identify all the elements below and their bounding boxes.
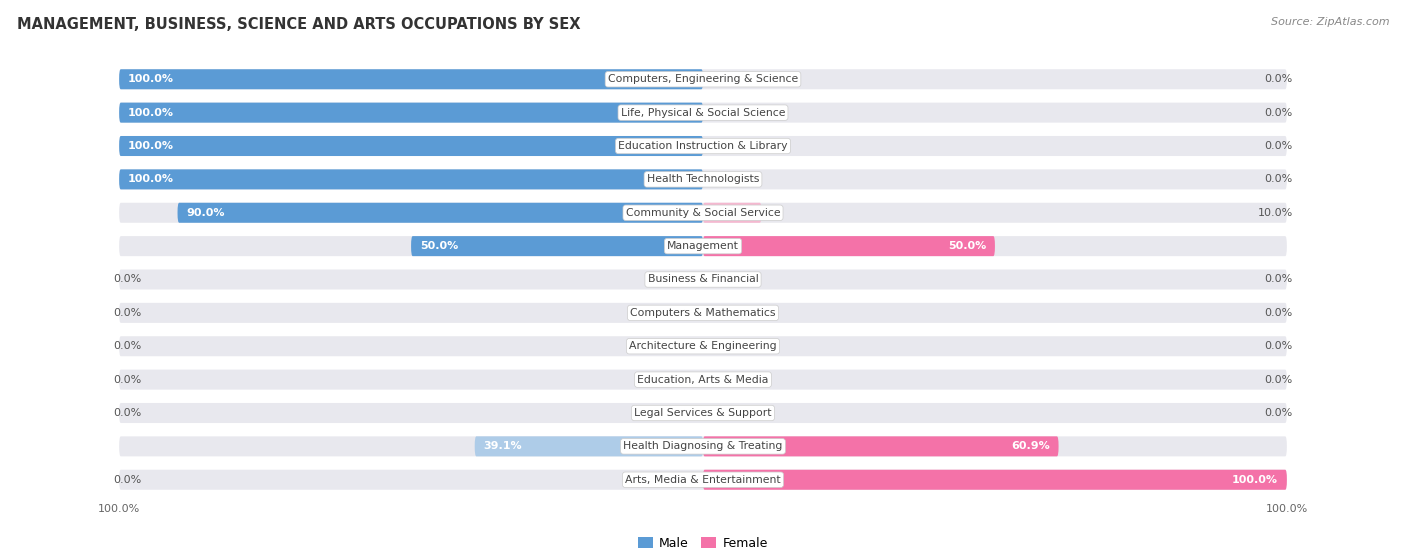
Text: Life, Physical & Social Science: Life, Physical & Social Science: [621, 108, 785, 117]
Text: 0.0%: 0.0%: [114, 408, 142, 418]
FancyBboxPatch shape: [120, 437, 1286, 456]
Text: 0.0%: 0.0%: [1264, 274, 1292, 285]
FancyBboxPatch shape: [120, 236, 1286, 256]
FancyBboxPatch shape: [703, 437, 1059, 456]
Text: 0.0%: 0.0%: [1264, 74, 1292, 84]
Text: Source: ZipAtlas.com: Source: ZipAtlas.com: [1271, 17, 1389, 27]
Text: Health Diagnosing & Treating: Health Diagnosing & Treating: [623, 442, 783, 451]
FancyBboxPatch shape: [703, 203, 762, 223]
Text: 0.0%: 0.0%: [114, 341, 142, 351]
FancyBboxPatch shape: [120, 269, 1286, 290]
Text: 50.0%: 50.0%: [420, 241, 458, 251]
FancyBboxPatch shape: [120, 369, 1286, 390]
Text: 0.0%: 0.0%: [1264, 141, 1292, 151]
Text: 0.0%: 0.0%: [114, 375, 142, 385]
Text: 0.0%: 0.0%: [1264, 108, 1292, 117]
Text: 0.0%: 0.0%: [1264, 375, 1292, 385]
Text: Arts, Media & Entertainment: Arts, Media & Entertainment: [626, 475, 780, 485]
Text: Community & Social Service: Community & Social Service: [626, 208, 780, 218]
Text: Computers, Engineering & Science: Computers, Engineering & Science: [607, 74, 799, 84]
Text: 50.0%: 50.0%: [948, 241, 986, 251]
FancyBboxPatch shape: [120, 203, 1286, 223]
FancyBboxPatch shape: [411, 236, 703, 256]
Text: 0.0%: 0.0%: [1264, 341, 1292, 351]
Text: Legal Services & Support: Legal Services & Support: [634, 408, 772, 418]
Text: Business & Financial: Business & Financial: [648, 274, 758, 285]
Text: 100.0%: 100.0%: [128, 74, 174, 84]
Text: 0.0%: 0.0%: [114, 308, 142, 318]
FancyBboxPatch shape: [120, 103, 703, 122]
FancyBboxPatch shape: [120, 136, 1286, 156]
Text: 60.9%: 60.9%: [1011, 442, 1050, 451]
Text: Management: Management: [666, 241, 740, 251]
FancyBboxPatch shape: [120, 103, 1286, 122]
FancyBboxPatch shape: [120, 303, 1286, 323]
Text: MANAGEMENT, BUSINESS, SCIENCE AND ARTS OCCUPATIONS BY SEX: MANAGEMENT, BUSINESS, SCIENCE AND ARTS O…: [17, 17, 581, 32]
Text: Computers & Mathematics: Computers & Mathematics: [630, 308, 776, 318]
Text: 39.1%: 39.1%: [484, 442, 522, 451]
Text: 90.0%: 90.0%: [186, 208, 225, 218]
Text: 0.0%: 0.0%: [1264, 174, 1292, 184]
Text: 100.0%: 100.0%: [98, 504, 141, 514]
Text: 100.0%: 100.0%: [1265, 504, 1308, 514]
Text: 100.0%: 100.0%: [128, 108, 174, 117]
FancyBboxPatch shape: [120, 136, 703, 156]
Text: 100.0%: 100.0%: [128, 141, 174, 151]
Text: Health Technologists: Health Technologists: [647, 174, 759, 184]
Text: 0.0%: 0.0%: [1264, 308, 1292, 318]
Text: Education Instruction & Library: Education Instruction & Library: [619, 141, 787, 151]
Text: 100.0%: 100.0%: [128, 174, 174, 184]
FancyBboxPatch shape: [120, 169, 1286, 190]
FancyBboxPatch shape: [120, 69, 703, 89]
Text: 100.0%: 100.0%: [1232, 475, 1278, 485]
FancyBboxPatch shape: [703, 236, 995, 256]
Text: 10.0%: 10.0%: [1257, 208, 1292, 218]
FancyBboxPatch shape: [120, 403, 1286, 423]
Text: Education, Arts & Media: Education, Arts & Media: [637, 375, 769, 385]
FancyBboxPatch shape: [177, 203, 703, 223]
Text: Architecture & Engineering: Architecture & Engineering: [630, 341, 776, 351]
Legend: Male, Female: Male, Female: [633, 532, 773, 555]
FancyBboxPatch shape: [120, 169, 703, 190]
Text: 0.0%: 0.0%: [114, 274, 142, 285]
Text: 0.0%: 0.0%: [1264, 408, 1292, 418]
FancyBboxPatch shape: [120, 69, 1286, 89]
Text: 0.0%: 0.0%: [114, 475, 142, 485]
FancyBboxPatch shape: [703, 470, 1286, 490]
FancyBboxPatch shape: [120, 470, 1286, 490]
FancyBboxPatch shape: [120, 336, 1286, 356]
FancyBboxPatch shape: [475, 437, 703, 456]
